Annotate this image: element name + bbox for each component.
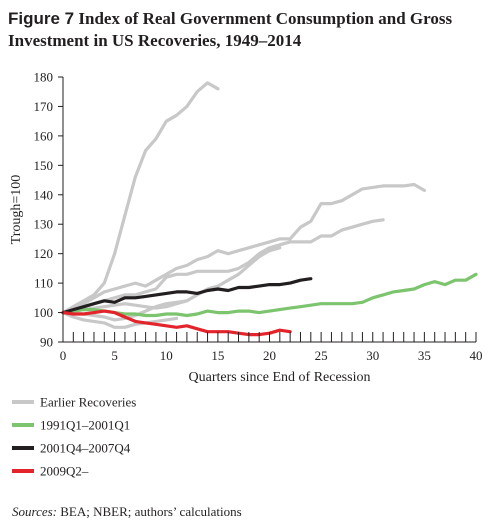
y-tick-label: 180 bbox=[34, 70, 54, 85]
series-lines bbox=[61, 81, 478, 337]
y-axis-label: Trough=100 bbox=[9, 175, 24, 245]
series-line-earlier-3 bbox=[61, 218, 385, 315]
legend-label-black: 2001Q4–2007Q4 bbox=[40, 441, 131, 456]
series-line-earlier-2 bbox=[61, 182, 426, 315]
tick-labels: 90 100 110 120 130 140 150 160 170 180 0 5 10 15 20 25 3… bbox=[34, 70, 483, 364]
y-tick-label: 90 bbox=[40, 335, 53, 350]
series-line-earlier-5 bbox=[61, 311, 179, 329]
series-line-red-1 bbox=[61, 309, 292, 337]
y-tick-label: 120 bbox=[34, 246, 54, 261]
source-label: Sources: bbox=[12, 504, 58, 519]
y-tick-label: 140 bbox=[34, 187, 54, 202]
x-tick-label: 40 bbox=[470, 348, 483, 363]
legend-label-red: 2009Q2– bbox=[40, 464, 89, 479]
x-tick-label: 25 bbox=[315, 348, 328, 363]
axes bbox=[58, 76, 477, 343]
figure-label: Figure 7 bbox=[8, 9, 75, 28]
x-tick-label: 15 bbox=[211, 348, 224, 363]
source-note: Sources: BEA; NBER; authors’ calculation… bbox=[12, 504, 242, 520]
x-tick-label: 20 bbox=[263, 348, 276, 363]
series-line-green-1 bbox=[61, 272, 478, 318]
series-line-earlier-6 bbox=[61, 246, 282, 315]
legend-label-earlier: Earlier Recoveries bbox=[40, 395, 136, 410]
x-tick-label: 0 bbox=[60, 348, 67, 363]
figure-title: Figure 7 Index of Real Government Consum… bbox=[8, 8, 482, 52]
series-line-black-1 bbox=[61, 277, 313, 315]
legend-label-green: 1991Q1–2001Q1 bbox=[40, 418, 130, 433]
line-chart: 90 100 110 120 130 140 150 160 170 180 0 5 10 15 20 25 3… bbox=[9, 70, 483, 479]
y-tick-label: 110 bbox=[34, 276, 53, 291]
series-line-earlier-1 bbox=[61, 81, 220, 315]
x-axis-label: Quarters since End of Recession bbox=[189, 370, 371, 385]
y-tick-label: 100 bbox=[34, 305, 54, 320]
x-tick-label: 10 bbox=[160, 348, 173, 363]
legend: Earlier Recoveries 1991Q1–2001Q1 2001Q4–20… bbox=[12, 395, 136, 479]
y-tick-label: 150 bbox=[34, 158, 54, 173]
x-tick-label: 30 bbox=[366, 348, 379, 363]
y-tick-label: 160 bbox=[34, 128, 54, 143]
x-tick-label: 35 bbox=[418, 348, 431, 363]
source-text: BEA; NBER; authors’ calculations bbox=[57, 504, 242, 519]
x-tick-label: 5 bbox=[111, 348, 118, 363]
y-tick-label: 130 bbox=[34, 217, 54, 232]
figure-title-text: Index of Real Government Consumption and… bbox=[8, 9, 453, 50]
y-tick-label: 170 bbox=[34, 99, 54, 114]
